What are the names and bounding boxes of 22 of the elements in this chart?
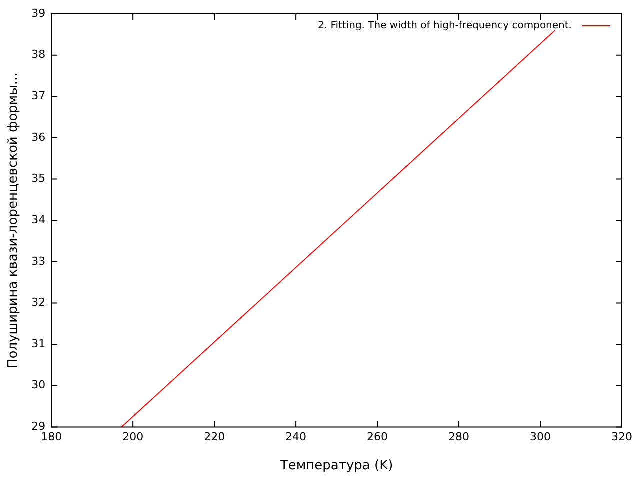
y-tick-label: 35 xyxy=(32,172,46,186)
y-axis-title: Полуширина квази-лоренцевской формы... xyxy=(6,72,22,368)
x-tick-label: 220 xyxy=(204,430,226,444)
x-tick-label: 320 xyxy=(612,430,632,444)
y-tick-label: 37 xyxy=(32,90,46,102)
x-axis-title: Температура (K) xyxy=(279,458,394,474)
x-tick-label: 200 xyxy=(122,430,144,444)
y-tick-label: 33 xyxy=(32,254,46,268)
y-tick-label: 38 xyxy=(32,48,46,62)
y-tick-label: 29 xyxy=(32,420,46,434)
legend-label: 2. Fitting. The width of high-frequency component. xyxy=(318,20,572,32)
y-tick-label: 36 xyxy=(32,130,46,144)
y-tick-label: 34 xyxy=(32,213,46,226)
x-tick-label: 180 xyxy=(41,430,62,444)
y-tick-label: 32 xyxy=(32,296,46,310)
x-tick-label: 300 xyxy=(530,430,552,444)
y-tick-label: 30 xyxy=(32,378,46,392)
x-tick-label: 260 xyxy=(367,430,388,444)
x-tick-label: 240 xyxy=(286,430,307,444)
x-tick-label: 280 xyxy=(448,430,470,444)
y-tick-label: 31 xyxy=(32,337,46,350)
y-tick-label: 39 xyxy=(32,6,46,20)
